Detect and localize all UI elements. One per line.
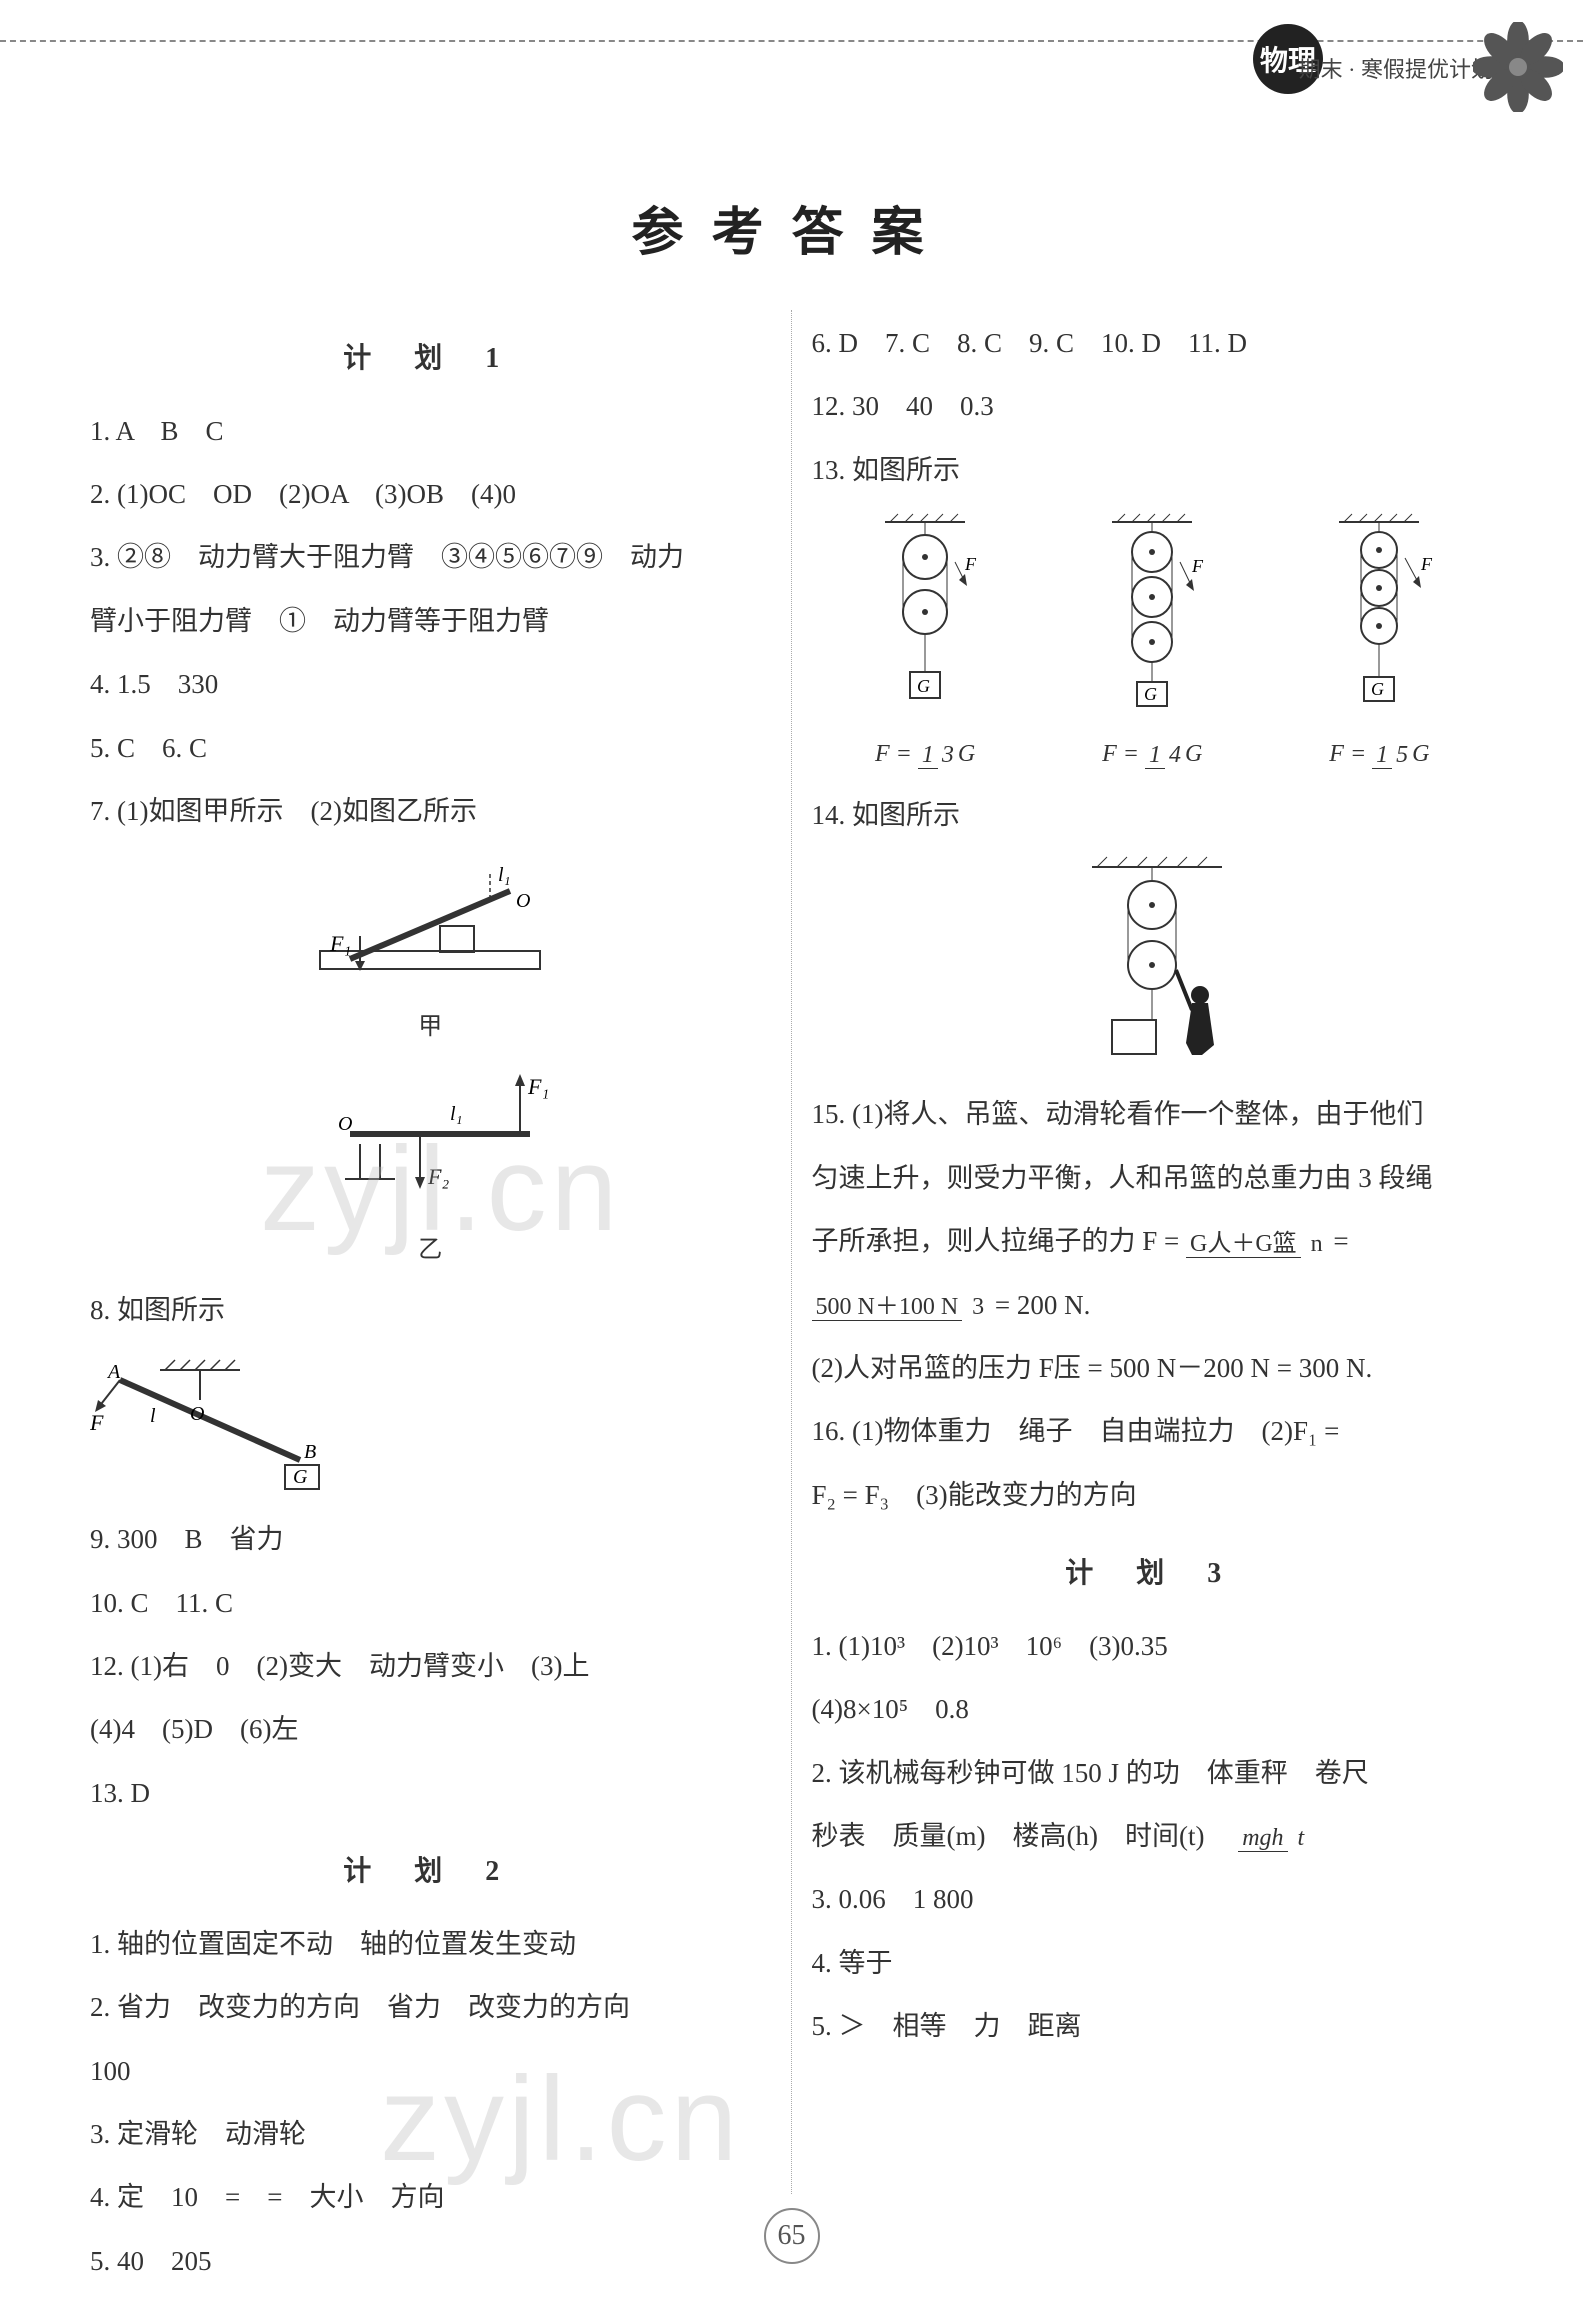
- page-title: 参考答案: [0, 190, 1583, 265]
- answer-line: 2. (1)OC OD (2)OA (3)OB (4)0: [90, 465, 771, 524]
- answer-line: 9. 300 B 省力: [90, 1510, 771, 1569]
- answer-line: 臂小于阻力臂 ① 动力臂等于阻力臂: [90, 592, 771, 651]
- svg-text:O: O: [338, 1113, 352, 1135]
- answer-line: 100: [90, 2042, 771, 2101]
- content-columns: 计 划 1 1. A B C 2. (1)OC OD (2)OA (3)OB (…: [70, 310, 1513, 2194]
- svg-text:G: G: [1144, 684, 1157, 704]
- page-header: 物理 期末 · 寒假提优计划: [0, 40, 1583, 120]
- figure-7a-caption: 甲: [90, 1001, 771, 1054]
- answer-line: 3. 0.06 1 800: [812, 1870, 1494, 1929]
- answer-line: 秒表 质量(m) 楼高(h) 时间(t) mgh t: [812, 1807, 1494, 1866]
- figure-8: A O l F B G: [90, 1350, 771, 1500]
- svg-text:F₁: F₁: [329, 931, 351, 956]
- svg-text:F: F: [964, 554, 977, 574]
- svg-text:F₁: F₁: [527, 1074, 549, 1099]
- svg-text:O: O: [190, 1403, 204, 1425]
- fraction: 500 N＋100 N 3: [812, 1281, 989, 1334]
- pulley-a-icon: G F: [865, 512, 985, 722]
- page-number-text: 65: [778, 2220, 806, 2252]
- answer-line: 4. 等于: [812, 1934, 1494, 1993]
- svg-text:l: l: [150, 1405, 156, 1427]
- answer-line: 2. 省力 改变力的方向 省力 改变力的方向: [90, 1978, 771, 2037]
- figure-7a: l₁ O F₁: [90, 851, 771, 991]
- answer-line: 5. C 6. C: [90, 719, 771, 778]
- answer-line: F₂ = F₃ (3)能改变力的方向: [812, 1466, 1494, 1525]
- answer-line: 12. (1)右 0 (2)变大 动力臂变小 (3)上: [90, 1637, 771, 1696]
- answer-line: 15. (1)将人、吊篮、动滑轮看作一个整体，由于他们: [812, 1085, 1494, 1144]
- header-subtitle: 期末 · 寒假提优计划: [1299, 52, 1493, 84]
- answer-line: 4. 定 10 = = 大小 方向: [90, 2168, 771, 2227]
- svg-text:l₁: l₁: [498, 864, 511, 886]
- answer-line: 1. 轴的位置固定不动 轴的位置发生变动: [90, 1915, 771, 1974]
- svg-text:l₁: l₁: [450, 1103, 463, 1125]
- answer-line: 500 N＋100 N 3 = 200 N.: [812, 1276, 1494, 1335]
- pulley-formula-b: F = 14G: [1102, 728, 1202, 782]
- answer-line: 14. 如图所示: [812, 786, 1494, 845]
- pulley-formula-row: F = 13G F = 14G F = 15G: [812, 728, 1494, 782]
- fraction: mgh t: [1238, 1812, 1308, 1865]
- answer-line: 5. ＞ 相等 力 距离: [812, 1997, 1494, 2056]
- svg-text:G: G: [917, 676, 930, 696]
- pulley-figures: G F G F: [812, 512, 1494, 722]
- left-column: 计 划 1 1. A B C 2. (1)OC OD (2)OA (3)OB (…: [70, 310, 792, 2194]
- text-span: = 200 N.: [995, 1290, 1090, 1320]
- figure-7b-caption: 乙: [90, 1224, 771, 1277]
- answer-line: 16. (1)物体重力 绳子 自由端拉力 (2)F₁ =: [812, 1402, 1494, 1461]
- flower-icon: [1473, 22, 1563, 112]
- page-number: 65: [764, 2208, 820, 2264]
- plan1-title: 计 划 1: [90, 328, 771, 390]
- pulley-c-icon: G F: [1319, 512, 1439, 722]
- answer-line: 4. 1.5 330: [90, 655, 771, 714]
- svg-text:F: F: [1420, 554, 1433, 574]
- svg-text:F₂: F₂: [427, 1164, 449, 1189]
- right-column: 6. D 7. C 8. C 9. C 10. D 11. D 12. 30 4…: [792, 310, 1514, 2194]
- svg-text:F: F: [90, 1410, 104, 1435]
- pulley-formula-c: F = 15G: [1329, 728, 1429, 782]
- fraction: G人＋G篮 n: [1186, 1218, 1327, 1271]
- answer-line: 6. D 7. C 8. C 9. C 10. D 11. D: [812, 314, 1494, 373]
- answer-line: 1. (1)10³ (2)10³ 10⁶ (3)0.35: [812, 1617, 1494, 1676]
- plan3-title: 计 划 3: [812, 1543, 1494, 1605]
- answer-line: 匀速上升，则受力平衡，人和吊篮的总重力由 3 段绳: [812, 1149, 1494, 1208]
- answer-line: 5. 40 205: [90, 2232, 771, 2291]
- text-span: =: [1333, 1226, 1348, 1256]
- svg-text:G: G: [1371, 679, 1384, 699]
- answer-line: 10. C 11. C: [90, 1574, 771, 1633]
- svg-text:G: G: [293, 1466, 308, 1488]
- answer-line: 子所承担，则人拉绳子的力 F = G人＋G篮 n =: [812, 1212, 1494, 1271]
- figure-14: [812, 855, 1494, 1075]
- answer-line: 2. 该机械每秒钟可做 150 J 的功 体重秤 卷尺: [812, 1744, 1494, 1803]
- answer-line: 8. 如图所示: [90, 1281, 771, 1340]
- text-span: 子所承担，则人拉绳子的力 F =: [812, 1226, 1187, 1256]
- answer-line: 1. A B C: [90, 402, 771, 461]
- plan2-title: 计 划 2: [90, 1841, 771, 1903]
- answer-line: 13. D: [90, 1764, 771, 1823]
- answer-line: 3. 定滑轮 动滑轮: [90, 2105, 771, 2164]
- svg-text:B: B: [304, 1441, 316, 1463]
- pulley-b-icon: G F: [1092, 512, 1212, 722]
- answer-line: 13. 如图所示: [812, 441, 1494, 500]
- answer-line: (4)4 (5)D (6)左: [90, 1700, 771, 1759]
- answer-line: (2)人对吊篮的压力 F压 = 500 N－200 N = 300 N.: [812, 1339, 1494, 1398]
- figure-7b: F₁ O F₂ l₁: [90, 1064, 771, 1214]
- svg-text:F: F: [1191, 556, 1204, 576]
- pulley-formula-a: F = 13G: [875, 728, 975, 782]
- answer-line: 3. ②⑧ 动力臂大于阻力臂 ③④⑤⑥⑦⑨ 动力: [90, 528, 771, 587]
- text-span: 秒表 质量(m) 楼高(h) 时间(t): [812, 1821, 1232, 1851]
- answer-line: 12. 30 40 0.3: [812, 377, 1494, 436]
- answer-line: (4)8×10⁵ 0.8: [812, 1680, 1494, 1739]
- svg-text:O: O: [516, 890, 530, 912]
- answer-line: 7. (1)如图甲所示 (2)如图乙所示: [90, 782, 771, 841]
- svg-text:A: A: [106, 1361, 121, 1383]
